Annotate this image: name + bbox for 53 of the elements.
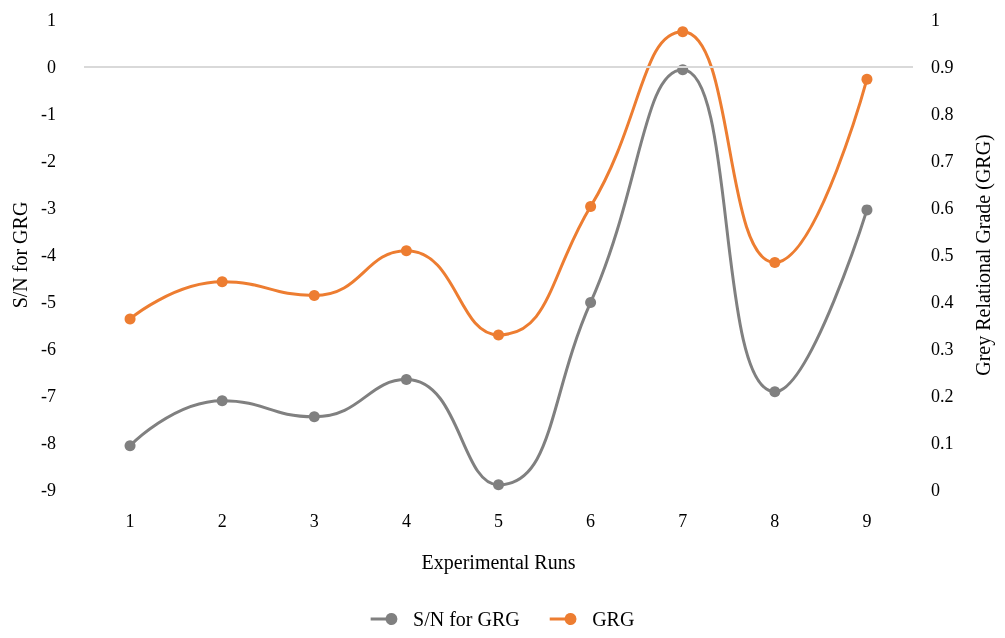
y2-tick-label: 0.3 [931, 339, 954, 359]
y-tick-label: -8 [41, 433, 56, 453]
point [677, 26, 689, 38]
y-tick-label: -1 [41, 104, 56, 124]
y2-tick-label: 0.9 [931, 57, 954, 77]
point [493, 329, 504, 341]
point [493, 479, 504, 491]
y2-tick-label: 0.5 [931, 245, 954, 265]
point [400, 374, 412, 386]
y-tick-label: -7 [41, 386, 56, 406]
point [585, 201, 597, 213]
point [124, 440, 136, 452]
x-tick-label: 5 [494, 511, 503, 531]
y2-tick-label: 0.6 [931, 198, 954, 218]
point [861, 204, 873, 216]
y2-tick-label: 0.8 [931, 104, 954, 124]
y-tick-label: -3 [41, 198, 56, 218]
y2-tick-label: 0.4 [931, 292, 954, 312]
y-tick-label: 1 [47, 10, 56, 30]
x-tick-label: 6 [586, 511, 596, 531]
point [124, 313, 136, 325]
y2-tick-label: 0 [931, 480, 940, 500]
x-tick-label: 2 [217, 511, 227, 531]
point [769, 386, 781, 398]
x-tick-label: 4 [401, 511, 411, 531]
y2-tick-label: 0.1 [931, 433, 954, 453]
point [216, 395, 228, 407]
y-tick-label: -4 [41, 245, 56, 265]
y-tick-label: -6 [41, 339, 56, 359]
x-axis-title: Experimental Runs [421, 551, 576, 574]
point [308, 289, 320, 301]
y2-axis-title: Grey Relational Grade (GRG) [972, 134, 995, 376]
x-tick-label: 7 [678, 511, 688, 531]
y2-tick-label: 0.2 [931, 386, 954, 406]
y2-tick-label: 0.7 [931, 151, 954, 171]
x-tick-label: 3 [309, 511, 319, 531]
y-tick-label: -9 [41, 480, 56, 500]
x-tick-label: 9 [862, 511, 872, 531]
point [769, 257, 781, 269]
y-axis-title: S/N for GRG [9, 201, 32, 309]
x-tick-label: 8 [770, 511, 780, 531]
y-tick-label: 0 [47, 57, 56, 77]
legend-label: GRG [592, 608, 635, 630]
x-tick-label: 1 [125, 511, 135, 531]
point [400, 245, 412, 257]
legend-label: S/N for GRG [413, 608, 520, 630]
y2-tick-label: 1 [931, 10, 940, 30]
point [861, 73, 873, 85]
point [585, 296, 597, 308]
point [216, 276, 228, 288]
point [308, 411, 320, 423]
y-tick-label: -5 [41, 292, 56, 312]
y-tick-label: -2 [41, 151, 56, 171]
